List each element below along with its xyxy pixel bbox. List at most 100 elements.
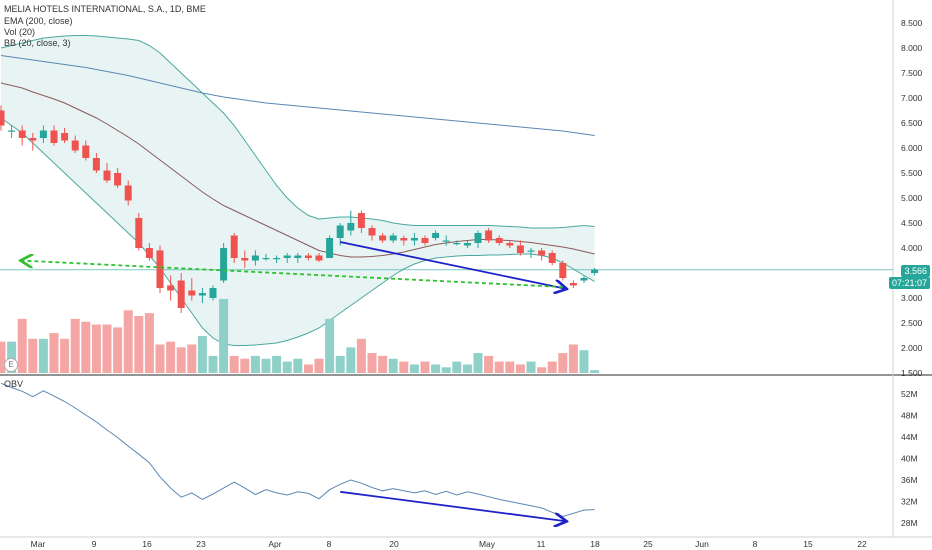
time-tick-label: 16 (142, 539, 152, 549)
candle[interactable] (230, 235, 238, 259)
candle[interactable] (368, 228, 376, 236)
time-tick-label: 15 (803, 539, 813, 549)
candle[interactable] (0, 110, 5, 126)
time-tick-label: Apr (268, 539, 281, 549)
obv-tick-label: 28M (901, 518, 918, 528)
candle[interactable] (527, 250, 535, 252)
candle[interactable] (506, 243, 514, 246)
volume-bar (60, 338, 70, 373)
price-tick-label: 8.500 (901, 18, 923, 28)
candle[interactable] (559, 263, 567, 278)
candle[interactable] (241, 258, 249, 261)
candle[interactable] (400, 238, 408, 241)
volume-bar (17, 318, 27, 373)
candle[interactable] (442, 240, 450, 242)
vol-indicator-label[interactable]: Vol (20) (4, 27, 36, 37)
volume-bar (409, 364, 419, 373)
candle[interactable] (61, 133, 69, 141)
candle[interactable] (580, 278, 588, 281)
candle[interactable] (474, 233, 482, 243)
volume-bar (399, 361, 409, 373)
candle[interactable] (220, 248, 228, 281)
candle[interactable] (209, 288, 217, 298)
candle[interactable] (485, 230, 493, 241)
candle[interactable] (495, 238, 503, 243)
price-tick-label: 1.500 (901, 368, 923, 378)
volume-bar (219, 298, 229, 373)
candle[interactable] (39, 130, 47, 139)
volume-bar (441, 367, 451, 373)
volume-bar (261, 358, 271, 373)
candle[interactable] (124, 185, 132, 201)
price-trend-arrow[interactable] (340, 241, 567, 289)
volume-bar (431, 364, 441, 373)
candle[interactable] (177, 280, 185, 309)
volume-bar (590, 370, 600, 373)
volume-bar (452, 361, 462, 373)
volume-bar (102, 324, 112, 373)
candle[interactable] (114, 173, 122, 186)
volume-bar (494, 361, 504, 373)
obv-panel-label[interactable]: OBV (4, 379, 24, 389)
candle[interactable] (273, 258, 281, 260)
candle[interactable] (188, 290, 196, 296)
candle[interactable] (156, 250, 164, 289)
volume-bar (123, 310, 133, 373)
candle[interactable] (379, 235, 387, 241)
obv-tick-label: 40M (901, 454, 918, 464)
candle[interactable] (294, 255, 302, 259)
candle[interactable] (347, 223, 355, 231)
candle[interactable] (548, 253, 556, 263)
candle[interactable] (167, 285, 175, 291)
time-tick-label: Mar (31, 539, 46, 549)
volume-bar (70, 318, 80, 373)
candle[interactable] (357, 213, 365, 228)
candle[interactable] (389, 235, 397, 241)
candle[interactable] (591, 269, 599, 274)
volume-bar (346, 347, 356, 373)
candle[interactable] (304, 255, 312, 259)
volume-bar (229, 355, 239, 373)
volume-bar (155, 344, 165, 373)
candle[interactable] (283, 255, 291, 259)
candle[interactable] (145, 248, 153, 258)
volume-bar (367, 353, 377, 373)
volume-bar (314, 358, 324, 373)
candle[interactable] (18, 130, 26, 139)
candle[interactable] (421, 238, 429, 243)
volume-bar (505, 361, 515, 373)
candle[interactable] (453, 243, 461, 245)
obv-trend-arrow[interactable] (340, 490, 567, 522)
candle[interactable] (432, 233, 440, 238)
candle[interactable] (463, 243, 471, 246)
candle[interactable] (50, 130, 58, 144)
price-tick-label: 4.500 (901, 218, 923, 228)
candle[interactable] (262, 258, 270, 260)
volume-bar (144, 313, 154, 373)
ema-indicator-label[interactable]: EMA (200, close) (4, 16, 73, 26)
volume-bar (91, 324, 101, 373)
candle[interactable] (516, 245, 524, 254)
candle[interactable] (82, 145, 90, 159)
candle[interactable] (251, 255, 259, 261)
volume-bar (388, 358, 398, 373)
candle[interactable] (315, 255, 323, 261)
candle[interactable] (29, 138, 37, 141)
candle[interactable] (8, 130, 16, 132)
candle[interactable] (135, 218, 143, 248)
candle[interactable] (198, 293, 206, 296)
candle[interactable] (410, 238, 418, 241)
candle[interactable] (103, 170, 111, 181)
volume-bar (250, 355, 260, 373)
candle[interactable] (326, 238, 334, 258)
volume-bar (113, 327, 123, 373)
candle[interactable] (92, 158, 100, 171)
time-tick-label: 11 (537, 539, 546, 549)
candle[interactable] (336, 225, 344, 239)
bb-indicator-label[interactable]: BB (20, close, 3) (4, 38, 71, 48)
candle[interactable] (71, 140, 79, 151)
candle[interactable] (538, 250, 546, 256)
candle[interactable] (569, 283, 577, 286)
earnings-badge[interactable]: E (4, 358, 18, 372)
